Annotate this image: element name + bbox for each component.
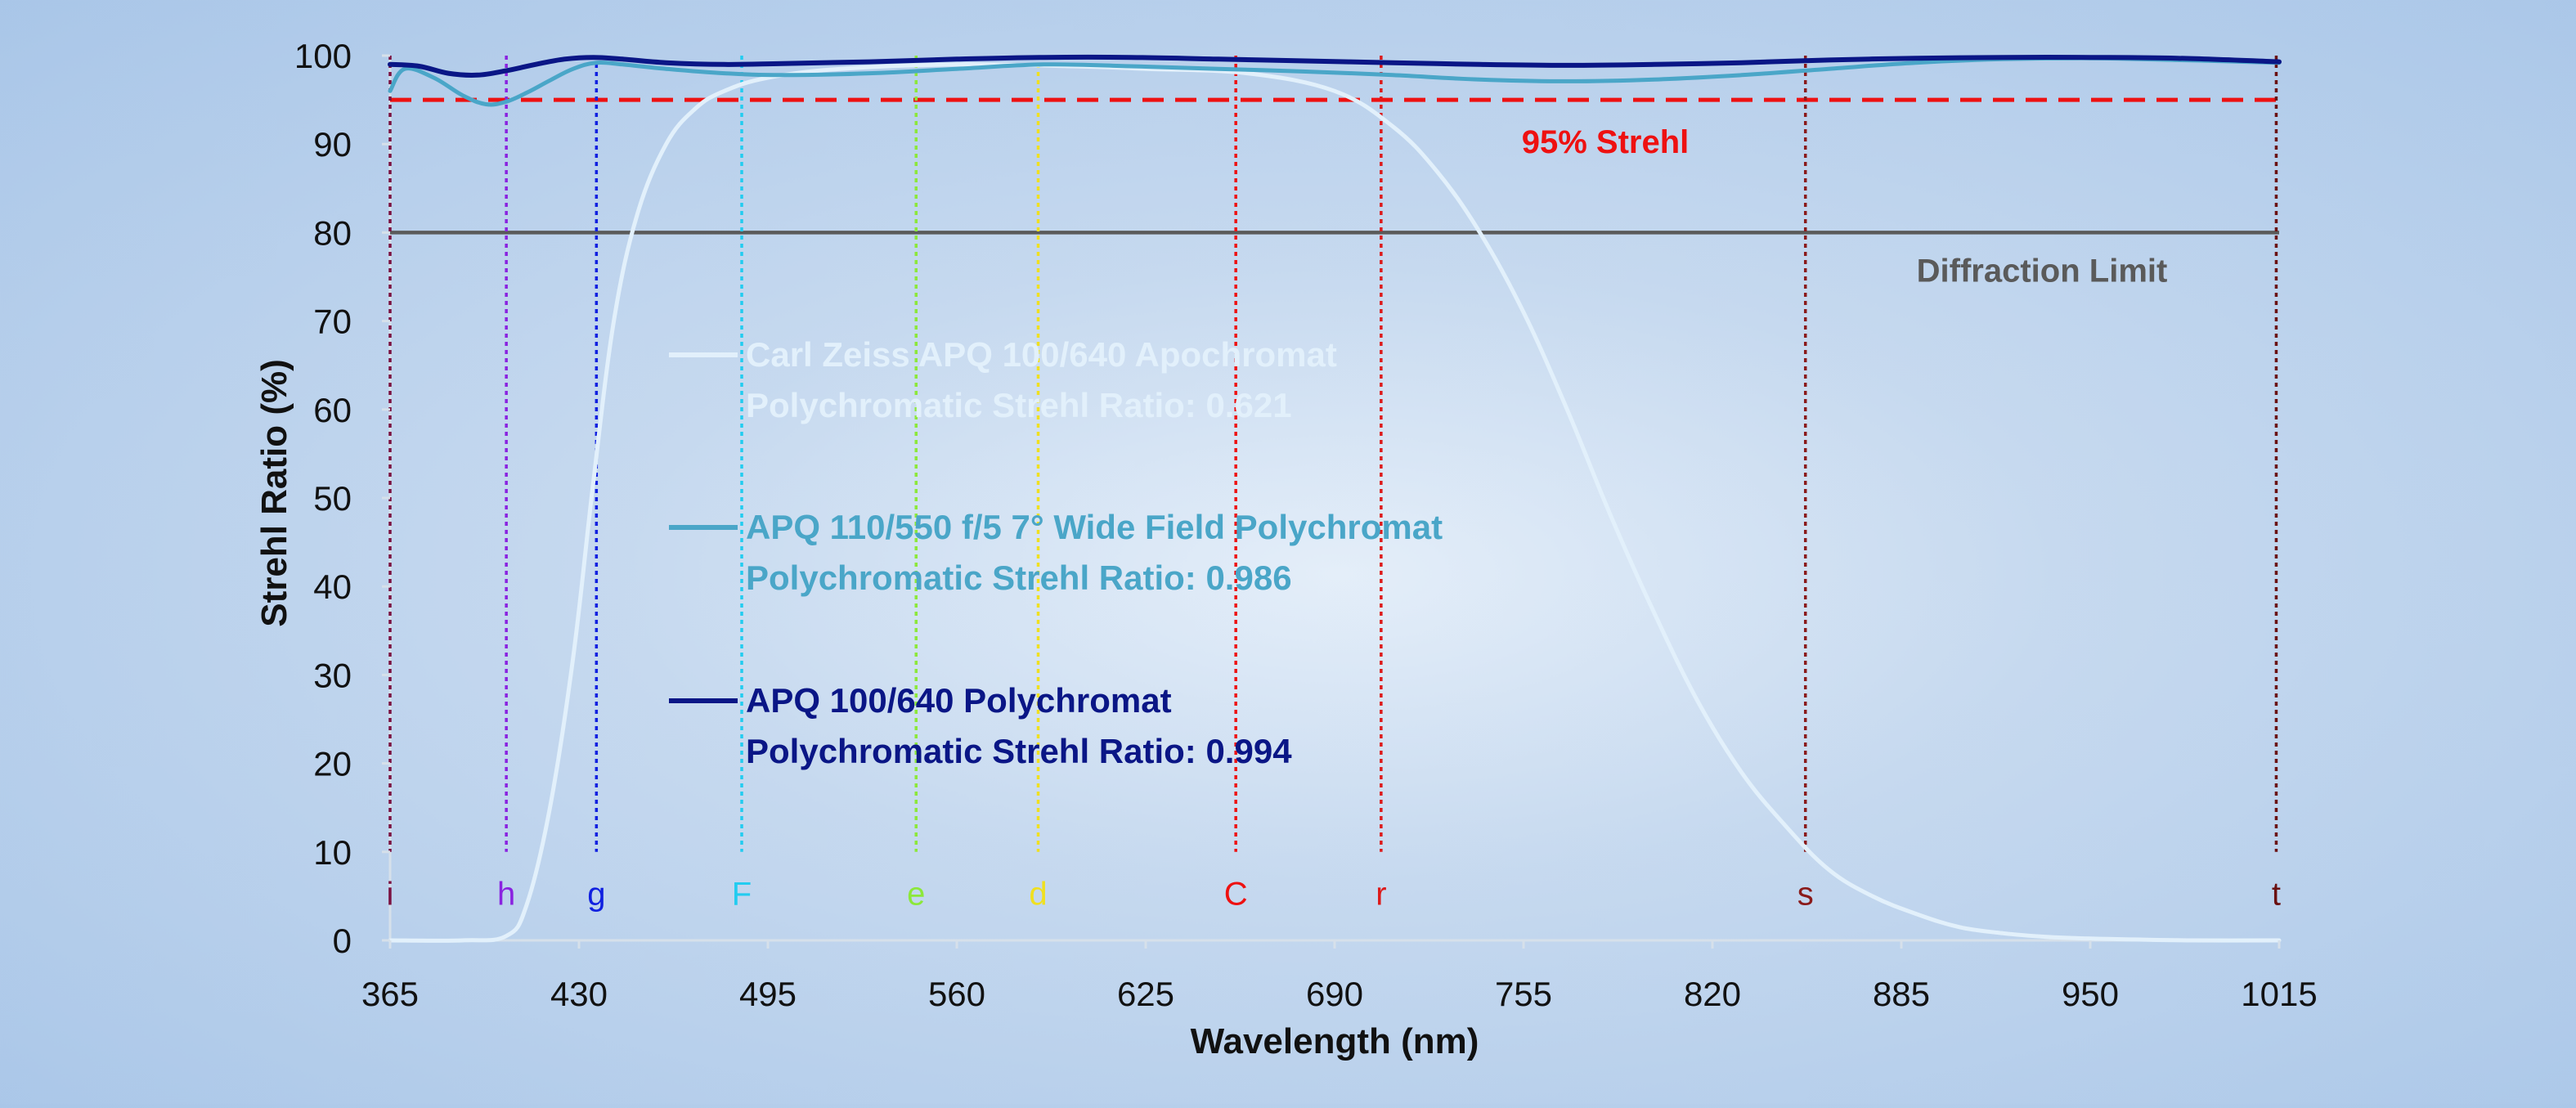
x-tick-label: 950 [2062, 975, 2119, 1013]
fraunhofer-label: F [732, 877, 752, 913]
y-tick-label: 30 [313, 656, 352, 694]
legend-item: APQ 110/550 f/5 7° Wide Field Polychroma… [669, 508, 1443, 597]
fraunhofer-label: i [387, 877, 394, 913]
x-tick-label: 430 [550, 975, 608, 1013]
y-tick-label: 60 [313, 391, 352, 429]
y-tick-label: 50 [313, 479, 352, 518]
legend-label-line1: APQ 100/640 Polychromat [746, 681, 1172, 720]
y-tick-label: 80 [313, 213, 352, 252]
series-line [388, 62, 2282, 943]
legend-label-line2: Polychromatic Strehl Ratio: 0.986 [746, 558, 1292, 597]
legend: Carl Zeiss APQ 100/640 Apochromat Polychr… [669, 335, 1443, 770]
fraunhofer-label: e [907, 877, 925, 913]
reference-label: 95% Strehl [1522, 124, 1690, 160]
fraunhofer-label: g [587, 877, 605, 913]
series-line [388, 56, 2282, 107]
y-tick-label: 0 [333, 922, 352, 960]
x-tick-label: 1015 [2241, 975, 2317, 1013]
x-tick-label: 820 [1684, 975, 1741, 1013]
y-tick-label: 90 [313, 125, 352, 164]
y-tick-label: 10 [313, 833, 352, 872]
legend-item: APQ 100/640 Polychromat Polychromatic Str… [669, 681, 1292, 770]
x-tick-label: 495 [739, 975, 797, 1013]
y-tick-labels: 0 10 20 30 40 50 60 70 80 90 100 [294, 37, 390, 960]
x-tick-label: 885 [1873, 975, 1930, 1013]
fraunhofer-label: h [497, 877, 515, 913]
legend-label-line2: Polychromatic Strehl Ratio: 0.994 [746, 732, 1292, 770]
y-tick-label: 20 [313, 745, 352, 783]
fraunhofer-label: d [1029, 877, 1047, 913]
x-tick-label: 690 [1306, 975, 1363, 1013]
fraunhofer-label: t [2272, 877, 2281, 913]
fraunhofer-label: C [1224, 877, 1248, 913]
series-line [388, 54, 2282, 78]
legend-label-line2: Polychromatic Strehl Ratio: 0.621 [746, 386, 1292, 424]
y-tick-label: 40 [313, 567, 352, 606]
legend-label-line1: Carl Zeiss APQ 100/640 Apochromat [746, 335, 1337, 374]
legend-item: Carl Zeiss APQ 100/640 Apochromat Polychr… [669, 335, 1337, 424]
x-tick-label: 365 [361, 975, 419, 1013]
legend-label-line1: APQ 110/550 f/5 7° Wide Field Polychroma… [746, 508, 1443, 546]
y-axis-title: Strehl Ratio (%) [254, 359, 294, 627]
reference-lines: 95% Strehl Diffraction Limit [390, 97, 2279, 289]
fraunhofer-label: r [1376, 877, 1386, 913]
y-tick-label: 100 [294, 37, 352, 75]
y-tick-label: 70 [313, 303, 352, 341]
x-tick-label: 625 [1117, 975, 1174, 1013]
x-axis-title: Wavelength (nm) [1191, 1021, 1479, 1061]
reference-label: Diffraction Limit [1917, 253, 2168, 289]
x-tick-label: 755 [1495, 975, 1552, 1013]
series-group [388, 54, 2282, 943]
fraunhofer-label: s [1797, 877, 1814, 913]
x-tick-label: 560 [928, 975, 985, 1013]
x-tick-labels: 365 430 495 560 625 690 755 820 885 950 1015 [361, 940, 2318, 1013]
